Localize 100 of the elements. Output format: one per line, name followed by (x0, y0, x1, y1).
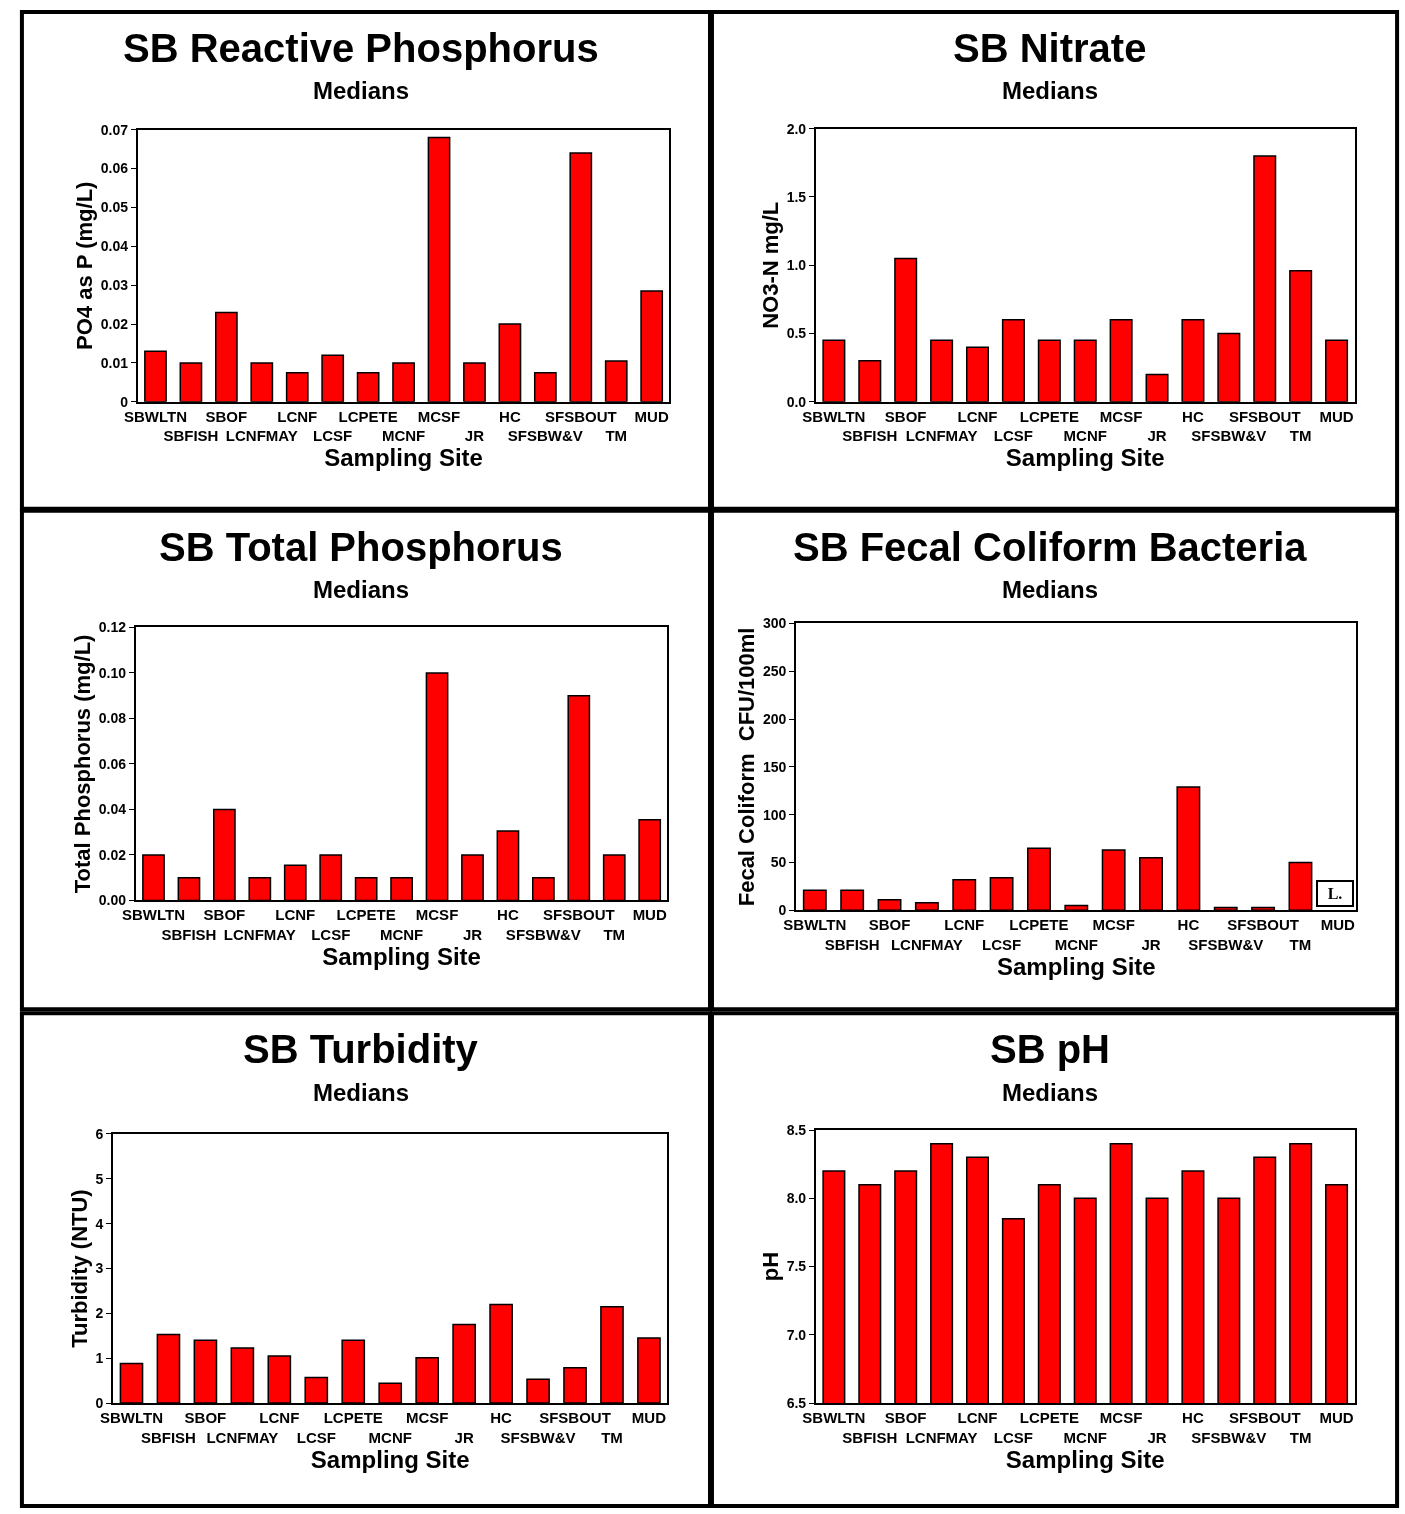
x-tick-label: SBWLTN (99, 1409, 164, 1427)
x-tick-label: SBFISH (163, 427, 219, 445)
y-tick-label: 5 (95, 1170, 104, 1187)
x-tick-label: LCPETE (1009, 916, 1069, 934)
x-tick-label: JR (1141, 935, 1161, 953)
x-tick-label: MCSF (417, 407, 461, 425)
x-tick-label: TM (605, 427, 628, 445)
x-tick-label: LCNFMAY (905, 427, 978, 445)
y-tick-label: 0.12 (98, 619, 127, 636)
annotation: L. (1327, 885, 1343, 902)
y-axis-title: Fecal Coliform CFU/100ml (734, 627, 760, 907)
chart-subtitle: Medians (1002, 576, 1099, 603)
x-tick-label: HC (1182, 407, 1204, 425)
x-tick-label: JR (454, 1428, 474, 1446)
x-tick-label: LCNF (277, 407, 318, 425)
x-tick-label: LCSF (993, 427, 1033, 445)
y-tick-label: 0.10 (98, 664, 127, 681)
y-tick-label: 3 (95, 1260, 104, 1277)
x-tick-label: SFSBOUT (1228, 1409, 1301, 1427)
y-tick-label: 0 (120, 393, 129, 410)
chart-subtitle: Medians (313, 576, 410, 603)
y-tick-label: 0.01 (100, 354, 129, 371)
x-tick-label: SBOF (884, 407, 927, 425)
x-tick-label: LCPETE (323, 1409, 383, 1427)
x-tick-label: SBOF (884, 1409, 927, 1427)
x-tick-label: SBFISH (842, 427, 898, 445)
x-tick-label: JR (464, 427, 485, 445)
x-tick-label: LCPETE (336, 906, 396, 924)
x-tick-label: LCSF (982, 935, 1022, 953)
x-tick-label: SFSBW&V (500, 1428, 576, 1446)
x-tick-label: LCPETE (338, 407, 398, 425)
x-tick-label: MCNF (1063, 427, 1107, 445)
y-tick-label: 0.04 (100, 238, 129, 255)
x-tick-label: LCPETE (1019, 407, 1079, 425)
x-tick-label: SBFISH (824, 935, 880, 953)
y-tick-label: 0.06 (98, 755, 127, 772)
y-tick-label: 1.5 (786, 188, 807, 205)
x-tick-label: LCSF (296, 1428, 336, 1446)
x-tick-label: SFSBW&V (1188, 935, 1264, 953)
chart-title: SB Total Phosphorus (159, 525, 563, 569)
x-tick-label: SBFISH (161, 925, 217, 943)
y-tick-label: 200 (762, 710, 787, 727)
x-tick-label: LCNF (957, 1409, 998, 1427)
y-axis-title: PO4 as P (mg/L) (72, 181, 97, 350)
x-tick-label: MCNF (1054, 935, 1098, 953)
y-tick-label: 7.0 (786, 1326, 807, 1343)
x-tick-label: SFSBW&V (505, 925, 581, 943)
y-tick-label: 0.5 (786, 325, 807, 342)
x-axis-title: Sampling Site (1005, 444, 1165, 472)
x-tick-label: MCNF (379, 925, 424, 943)
y-tick-label: 0.02 (98, 846, 127, 863)
y-axis-title: NO3-N mg/L (757, 201, 783, 329)
x-tick-label: SBWLTN (121, 906, 186, 924)
y-tick-label: 50 (770, 854, 787, 871)
x-tick-label: MCSF (1092, 916, 1135, 934)
x-tick-label: LCSF (993, 1428, 1033, 1446)
x-tick-label: TM (1289, 935, 1312, 953)
y-tick-label: 8.5 (786, 1121, 807, 1138)
chart-title: SB Reactive Phosphorus (123, 26, 599, 70)
x-tick-label: LCNFMAY (206, 1428, 279, 1446)
y-axis-title: pH (757, 1251, 783, 1282)
x-tick-label: TM (603, 925, 626, 943)
x-tick-label: SFSBOUT (544, 407, 617, 425)
x-tick-label: MCNF (1063, 1428, 1107, 1446)
y-tick-label: 0 (778, 902, 787, 919)
y-tick-label: 0.08 (98, 710, 127, 727)
x-tick-label: SFSBOUT (1227, 916, 1299, 934)
x-tick-label: SFSBOUT (1228, 407, 1301, 425)
x-tick-label: MCSF (1099, 1409, 1143, 1427)
x-tick-label: LCNF (275, 906, 316, 924)
chart-subtitle: Medians (1002, 1079, 1099, 1106)
x-tick-label: MUD (1319, 407, 1354, 425)
x-tick-label: MUD (1320, 916, 1356, 934)
chart-subtitle: Medians (313, 1079, 410, 1106)
y-tick-label: 100 (762, 806, 787, 823)
y-tick-label: 0.07 (100, 121, 129, 138)
chart-title: SB Fecal Coliform Bacteria (793, 525, 1308, 569)
y-axis-title: Turbidity (NTU) (66, 1189, 92, 1348)
x-tick-label: SBOF (184, 1409, 227, 1427)
x-tick-label: LCPETE (1019, 1409, 1079, 1427)
y-tick-label: 2.0 (786, 120, 807, 137)
x-tick-label: MUD (634, 407, 669, 425)
chart-title: SB pH (990, 1027, 1110, 1071)
y-tick-label: 7.5 (786, 1258, 807, 1275)
x-tick-label: SBWLTN (802, 1409, 866, 1427)
y-tick-label: 300 (762, 615, 787, 632)
y-tick-label: 0.03 (100, 277, 129, 294)
y-tick-label: 250 (762, 663, 787, 680)
y-tick-label: 0.05 (100, 199, 129, 216)
x-tick-label: MCNF (381, 427, 426, 445)
y-tick-label: 6.5 (786, 1395, 807, 1411)
x-axis-title: Sampling Site (310, 1445, 470, 1473)
x-tick-label: SFSBW&V (507, 427, 583, 445)
x-tick-label: LCNFMAY (890, 935, 963, 953)
x-tick-label: LCNFMAY (223, 925, 296, 943)
x-tick-label: LCNF (957, 407, 998, 425)
y-tick-label: 0.04 (98, 801, 127, 818)
x-tick-label: HC (1177, 916, 1200, 934)
y-tick-label: 8.0 (786, 1190, 807, 1207)
y-tick-label: 0.06 (100, 160, 129, 177)
